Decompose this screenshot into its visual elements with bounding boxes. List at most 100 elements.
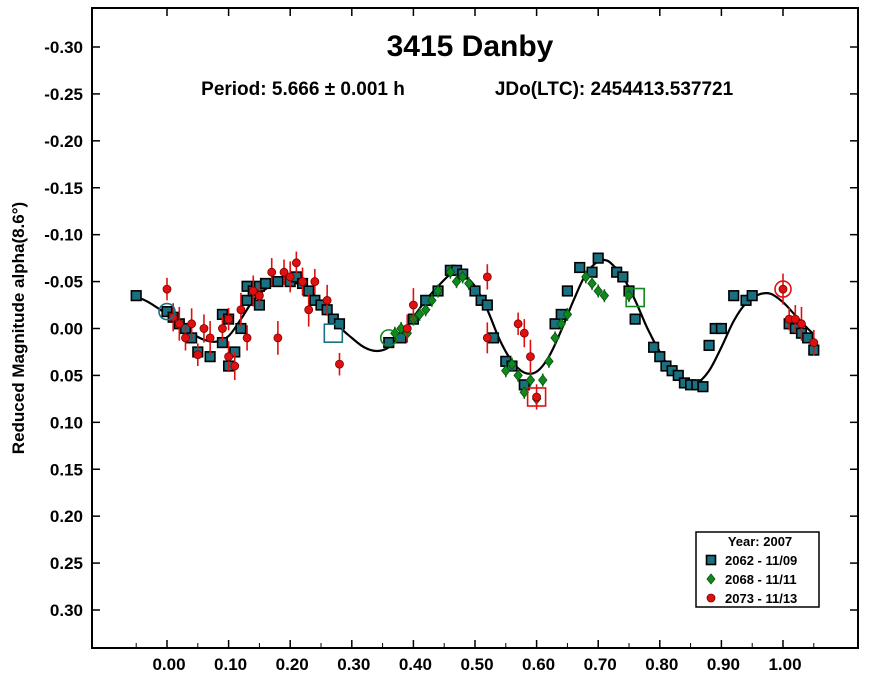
x-tick-label: 0.20: [276, 655, 309, 674]
data-point: [187, 319, 197, 329]
legend-title: Year: 2007: [728, 534, 792, 549]
data-point: [703, 339, 715, 351]
y-tick-label: 0.25: [50, 554, 83, 573]
y-axis-label: Reduced Magnitude alpha(8.6°): [9, 202, 28, 454]
data-point: [629, 313, 641, 325]
y-tick-label: 0.10: [50, 413, 83, 432]
data-point: [544, 355, 554, 368]
data-point: [526, 352, 535, 362]
data-point: [218, 324, 227, 333]
data-point: [259, 277, 272, 290]
highlight-circle: [379, 329, 398, 347]
y-tick-label: 0.05: [50, 366, 83, 385]
legend-label: 2073 - 11/13: [725, 591, 797, 606]
y-tick-label: -0.25: [44, 85, 83, 104]
highlight-square: [625, 287, 645, 308]
series-2: [162, 251, 819, 410]
data-point: [581, 271, 591, 283]
data-point: [408, 300, 418, 310]
data-point: [414, 308, 425, 321]
x-tick-label: 0.00: [152, 655, 185, 674]
data-point: [562, 308, 573, 321]
data-point: [457, 271, 468, 283]
highlight-circle: [158, 302, 176, 321]
data-point: [746, 290, 758, 302]
data-point: [697, 381, 709, 393]
x-tick-label: 0.90: [707, 655, 740, 674]
data-point: [654, 351, 666, 363]
legend-marker: [706, 593, 716, 603]
data-point: [230, 361, 240, 371]
data-point: [574, 261, 586, 274]
y-tick-label: 0.20: [50, 507, 83, 526]
data-point: [433, 285, 443, 297]
data-point: [236, 305, 246, 315]
data-point: [556, 317, 566, 330]
legend-box: [695, 531, 820, 608]
data-point: [501, 364, 511, 377]
data-point: [291, 258, 301, 268]
y-tick-label: -0.15: [44, 179, 83, 198]
data-point: [310, 277, 320, 286]
data-point: [304, 305, 314, 315]
data-point: [402, 324, 412, 333]
data-point: [162, 284, 172, 294]
legend-label: 2062 - 11/09: [725, 553, 797, 568]
highlight-layer: [158, 280, 792, 407]
data-point: [130, 290, 142, 302]
data-point: [715, 322, 727, 335]
data-point: [469, 285, 481, 297]
y-tick-label: -0.05: [44, 273, 83, 292]
data-point: [525, 374, 536, 386]
data-point: [161, 306, 173, 318]
x-tick-label: 0.30: [337, 655, 370, 674]
chart-subtitle-period: Period: 5.666 ± 0.001 h: [201, 79, 405, 100]
y-tick-label: 0.15: [50, 460, 83, 479]
x-tick-label: 0.70: [584, 655, 617, 674]
data-point: [617, 271, 629, 283]
highlight-square: [526, 387, 547, 407]
legend-label: 2068 - 11/11: [725, 572, 797, 587]
y-tick-label: -0.20: [44, 132, 83, 151]
x-tick-label: 0.50: [460, 655, 493, 674]
data-point: [672, 369, 684, 382]
legend-marker: [706, 573, 716, 585]
data-point: [254, 291, 264, 301]
data-point: [532, 392, 541, 402]
data-point: [335, 359, 344, 369]
data-point: [174, 319, 184, 329]
data-point: [599, 289, 610, 302]
data-point: [587, 277, 597, 290]
data-point: [482, 272, 492, 282]
data-point: [242, 333, 252, 343]
x-tick-label: 0.60: [522, 655, 555, 674]
data-point: [445, 266, 456, 279]
data-point: [427, 294, 437, 307]
data-point: [205, 333, 215, 343]
data-point: [241, 294, 253, 306]
data-point: [513, 369, 523, 382]
data-point: [538, 374, 548, 386]
y-tick-label: 0.30: [50, 601, 83, 620]
y-axis-ticks: -0.30 -0.25 -0.20 -0.15 -0.10 -0.05 0.00 0.05 0.…: [44, 38, 858, 620]
plot-area: [130, 251, 820, 410]
x-tick-label: 0.80: [645, 655, 678, 674]
x-tick-label: 0.40: [399, 655, 432, 674]
y-tick-label: 0.00: [50, 320, 83, 339]
data-point: [193, 350, 203, 360]
data-point: [802, 332, 814, 344]
series-layer: [130, 251, 820, 410]
data-point: [383, 336, 395, 349]
data-point: [797, 319, 806, 329]
y-tick-label: -0.10: [44, 226, 83, 245]
data-point: [273, 333, 283, 343]
data-point: [809, 338, 819, 347]
data-point: [778, 284, 788, 294]
data-point: [279, 267, 289, 277]
data-point: [481, 299, 493, 311]
data-point: [790, 314, 800, 324]
data-point: [199, 324, 209, 333]
data-point: [648, 341, 660, 353]
data-point: [421, 303, 431, 316]
